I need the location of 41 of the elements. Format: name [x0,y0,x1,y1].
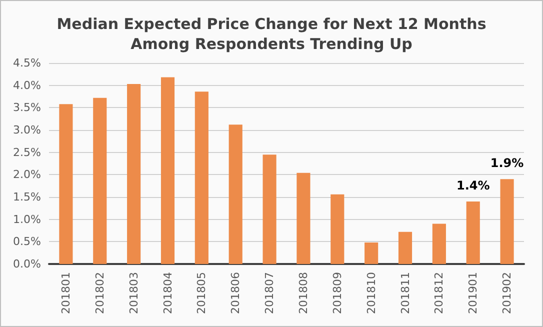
bar [262,154,276,264]
y-tick-label: 4.5% [13,56,41,70]
x-tick-label: 201810 [364,272,378,314]
bar [330,194,344,264]
y-tick-label: 2.0% [13,168,41,182]
bar [194,92,208,264]
x-tick-label: 201806 [229,272,242,314]
x-tick-label: 201807 [263,272,276,314]
y-tick-label: 3.5% [13,101,41,114]
bar [228,124,242,264]
chart-title: Median Expected Price Change for Next 12 Months Among Respondents Trending Up [56,15,486,53]
x-tick-label: 201801 [59,272,72,314]
bar [466,201,480,264]
x-tick-label: 201901 [466,272,480,314]
bar [59,104,73,264]
data-label: 1.4% [456,178,490,192]
x-tick-label: 201811 [398,272,412,314]
x-tick-label: 201803 [127,272,140,314]
y-tick-label: 3.0% [13,124,41,136]
bar [160,77,175,264]
bar [296,172,310,264]
x-tick-label: 201902 [500,272,514,314]
y-tick-label: 0.0% [13,258,41,270]
bar [127,84,141,264]
x-tick-label: 201805 [195,272,208,314]
x-tick-label: 201804 [161,272,174,314]
bar [500,179,514,264]
bar [398,232,412,264]
bar [93,98,107,264]
y-tick-label: 4.0% [13,78,41,92]
x-tick-label: 201809 [330,272,344,314]
bar [364,242,378,264]
y-tick-label: 1.5% [13,190,41,204]
x-tick-label: 201802 [93,272,106,314]
y-tick-label: 0.5% [13,235,41,248]
x-tick-label: 201812 [432,272,446,314]
data-label: 1.9% [490,156,524,170]
y-tick-label: 2.5% [13,146,41,159]
y-tick-label: 1.0% [13,212,41,226]
bar [432,224,446,264]
x-tick-label: 201808 [296,272,310,314]
